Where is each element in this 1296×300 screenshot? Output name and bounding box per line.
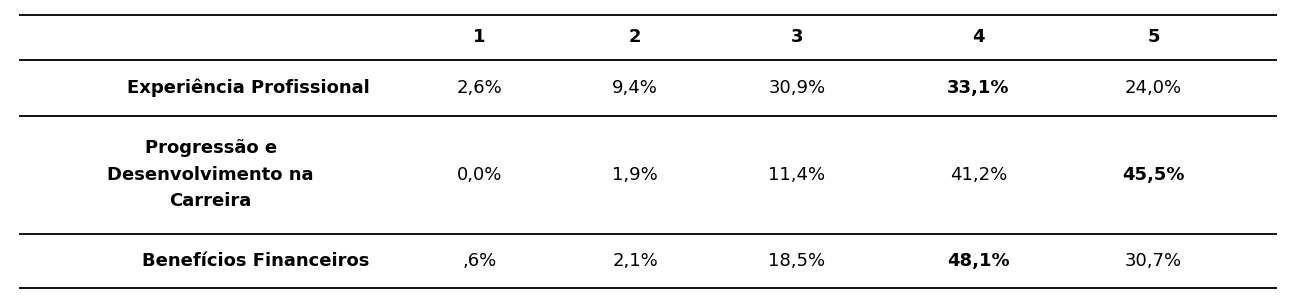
Text: 48,1%: 48,1% — [947, 252, 1010, 270]
Text: ,6%: ,6% — [463, 252, 496, 270]
Text: 30,9%: 30,9% — [769, 79, 826, 97]
Text: 33,1%: 33,1% — [947, 79, 1010, 97]
Text: 11,4%: 11,4% — [769, 166, 826, 184]
Text: 2,1%: 2,1% — [612, 252, 658, 270]
Text: 4: 4 — [972, 28, 985, 46]
Text: 0,0%: 0,0% — [456, 166, 503, 184]
Text: 24,0%: 24,0% — [1125, 79, 1182, 97]
Text: 30,7%: 30,7% — [1125, 252, 1182, 270]
Text: 18,5%: 18,5% — [769, 252, 826, 270]
Text: 45,5%: 45,5% — [1122, 166, 1185, 184]
Text: 41,2%: 41,2% — [950, 166, 1007, 184]
Text: 1,9%: 1,9% — [612, 166, 658, 184]
Text: Experiência Profissional: Experiência Profissional — [127, 79, 369, 97]
Text: 2: 2 — [629, 28, 642, 46]
Text: Benefícios Financeiros: Benefícios Financeiros — [143, 252, 369, 270]
Text: 5: 5 — [1147, 28, 1160, 46]
Text: 3: 3 — [791, 28, 804, 46]
Text: 2,6%: 2,6% — [456, 79, 503, 97]
Text: Progressão e
Desenvolvimento na
Carreira: Progressão e Desenvolvimento na Carreira — [108, 139, 314, 210]
Text: 9,4%: 9,4% — [612, 79, 658, 97]
Text: 1: 1 — [473, 28, 486, 46]
